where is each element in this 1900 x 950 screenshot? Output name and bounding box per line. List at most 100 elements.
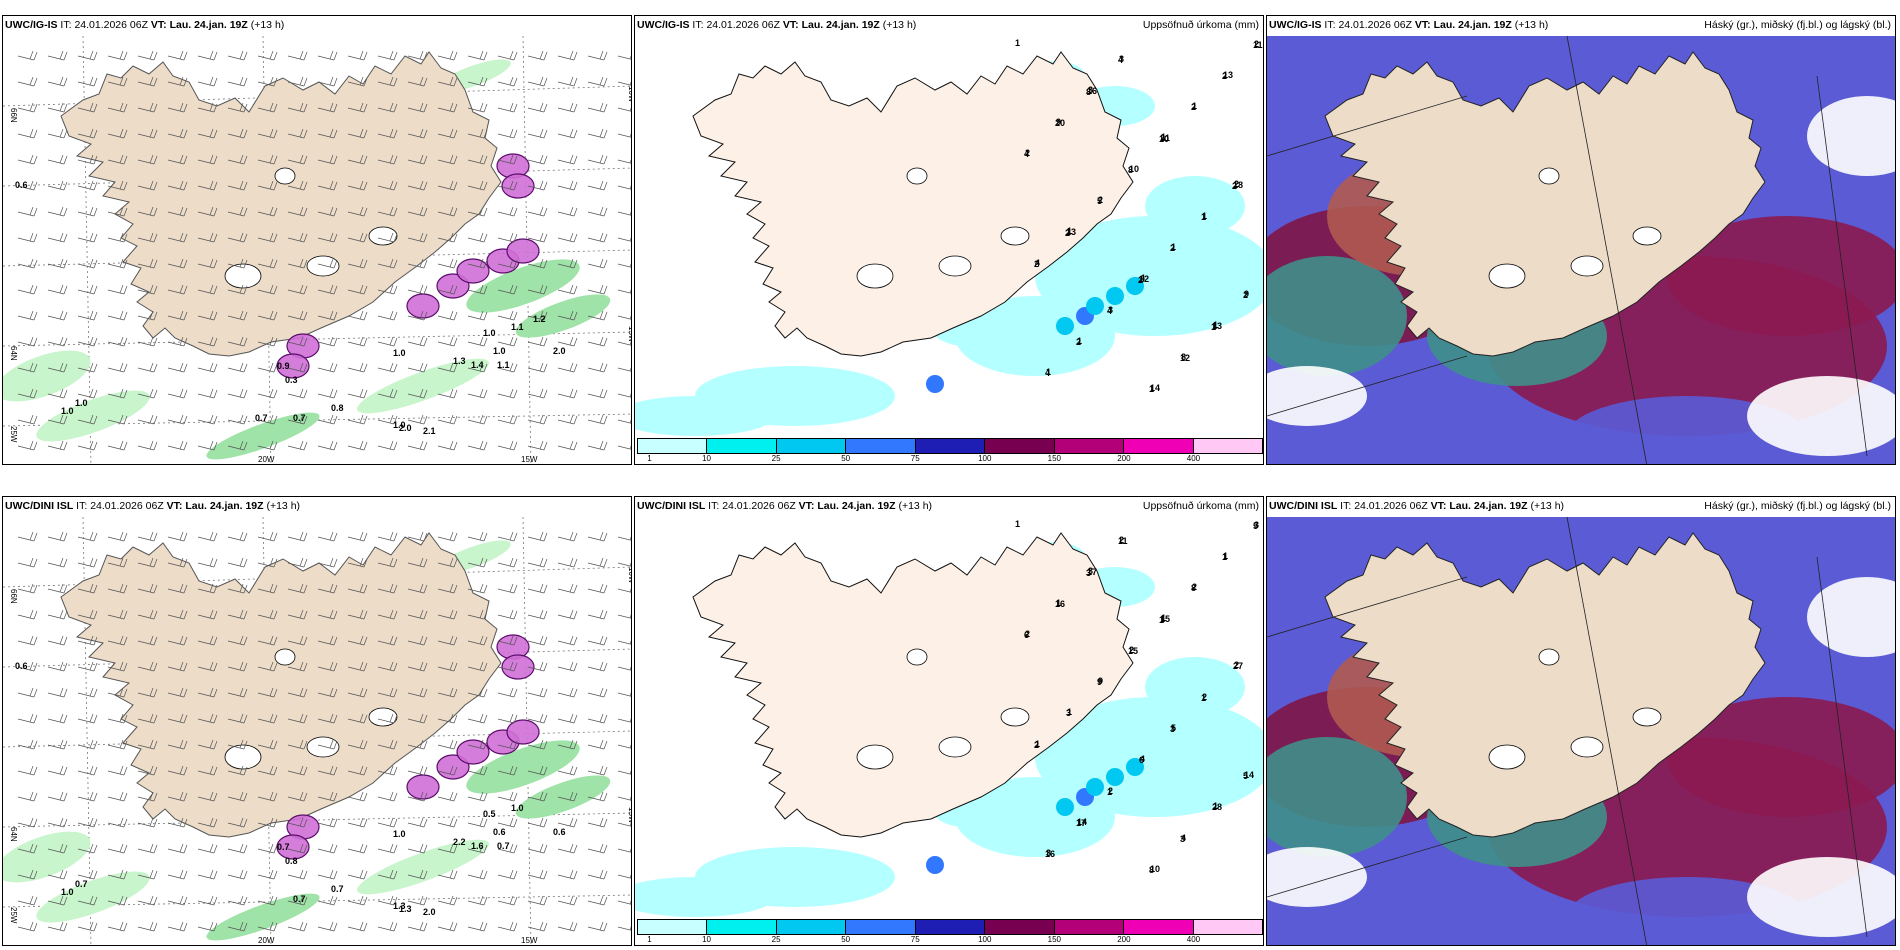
wind-barb xyxy=(107,336,128,347)
wind-barb xyxy=(437,661,458,672)
wind-barb xyxy=(17,76,38,87)
wind-barb xyxy=(587,310,608,321)
precip-value: 1 xyxy=(1046,367,1051,377)
wind-barb xyxy=(227,739,248,750)
wind-barb xyxy=(257,687,278,698)
colorbar-swatch xyxy=(1124,439,1194,453)
wind-barb xyxy=(77,258,98,269)
gust-band xyxy=(357,839,489,895)
wind-barb xyxy=(17,258,38,269)
wind-barb xyxy=(137,310,158,321)
wind-barb xyxy=(137,817,158,828)
wind-barb xyxy=(557,102,578,113)
colorbar-tick-label: 200 xyxy=(1117,935,1131,944)
wind-barb xyxy=(437,102,458,113)
wind-barb xyxy=(497,206,518,217)
wind-barb xyxy=(227,869,248,880)
wind-barb xyxy=(347,232,368,243)
wind-barb xyxy=(587,180,608,191)
wind-barb xyxy=(167,869,188,880)
precip-value: 1 xyxy=(1015,519,1020,529)
wind-barb xyxy=(197,154,218,165)
wind-barb xyxy=(557,687,578,698)
wind-barb xyxy=(527,232,548,243)
wind-barb xyxy=(227,102,248,113)
wind-barb xyxy=(257,102,278,113)
wind-barb xyxy=(347,557,368,568)
wind-barb xyxy=(407,102,428,113)
wind-barb xyxy=(557,180,578,191)
wind-barb xyxy=(107,128,128,139)
precip-value: 21 xyxy=(1160,133,1170,143)
wind-barb xyxy=(497,583,518,594)
colorbar-tick-label: 100 xyxy=(978,935,992,944)
precip-value: 8 xyxy=(1181,352,1186,362)
precip-value: 13 xyxy=(1223,70,1233,80)
wind-barb xyxy=(497,791,518,802)
precip-cell xyxy=(1056,798,1074,816)
wind-barb xyxy=(317,76,338,87)
gust-value: 0.7 xyxy=(75,879,88,889)
wind-barb xyxy=(377,687,398,698)
precip-value: 3 xyxy=(1066,708,1071,718)
wind-barb xyxy=(167,310,188,321)
wind-barb xyxy=(107,791,128,802)
precip-cell xyxy=(1056,317,1074,335)
wind-barb xyxy=(137,362,158,373)
wind-barb xyxy=(317,284,338,295)
gust-value: 1.2 xyxy=(533,314,546,324)
wind-barb xyxy=(47,232,68,243)
wind-barb xyxy=(77,869,98,880)
gust-value: 1.0 xyxy=(493,346,506,356)
lon-label: 15W xyxy=(521,455,538,464)
wind-barb xyxy=(107,362,128,373)
wind-barb xyxy=(617,367,631,372)
wind-barb xyxy=(437,232,458,243)
wind-barb xyxy=(197,583,218,594)
storm-cell xyxy=(501,173,535,199)
cloud-layer xyxy=(1567,396,1807,464)
wind-barb xyxy=(407,687,428,698)
gust-value: 1.0 xyxy=(483,328,496,338)
wind-barb xyxy=(107,869,128,880)
wind-barb xyxy=(287,284,308,295)
wind-barb xyxy=(77,713,98,724)
gust-band xyxy=(357,358,489,414)
wind-barb xyxy=(557,50,578,61)
wind-barb xyxy=(347,336,368,347)
wind-barb xyxy=(587,128,608,139)
precip-value: 3 xyxy=(1254,520,1259,530)
precip-value: 2 xyxy=(1232,181,1237,191)
wind-barb xyxy=(287,206,308,217)
wind-barb xyxy=(437,310,458,321)
precip-value: 17 xyxy=(1076,818,1086,828)
wind-barb xyxy=(167,102,188,113)
wind-barb xyxy=(47,791,68,802)
precip-value: 1 xyxy=(1015,38,1020,48)
wind-barb xyxy=(527,921,548,932)
wind-barb xyxy=(557,765,578,776)
wind-barb xyxy=(467,258,488,269)
colorbar-tick-label: 10 xyxy=(702,935,711,944)
gust-value: 1.4 xyxy=(471,360,484,370)
wind-barb xyxy=(437,765,458,776)
wind-barb xyxy=(587,414,608,425)
wind-barb xyxy=(407,76,428,87)
precip-value: 2 xyxy=(1243,290,1248,300)
wind-barb xyxy=(137,76,158,87)
colorbar-swatch xyxy=(1054,439,1125,453)
wind-barb xyxy=(227,557,248,568)
wind-barb xyxy=(17,921,38,932)
wind-barb xyxy=(347,687,368,698)
wind-barb xyxy=(317,50,338,61)
wind-barb xyxy=(347,76,368,87)
wind-barb xyxy=(287,739,308,750)
wind-barb xyxy=(257,76,278,87)
wind-barb xyxy=(437,609,458,620)
wind-barb xyxy=(437,362,458,373)
wind-barb xyxy=(137,609,158,620)
wind-barb xyxy=(527,583,548,594)
wind-barb xyxy=(197,128,218,139)
wind-barb xyxy=(377,154,398,165)
wind-barb xyxy=(47,869,68,880)
